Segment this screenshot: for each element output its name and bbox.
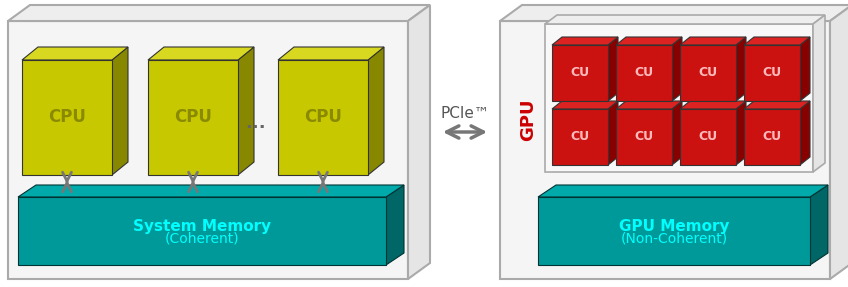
Polygon shape — [545, 24, 813, 172]
Text: CU: CU — [699, 131, 717, 144]
Polygon shape — [672, 37, 682, 101]
Polygon shape — [552, 45, 608, 101]
Polygon shape — [616, 45, 672, 101]
Polygon shape — [672, 101, 682, 165]
Polygon shape — [744, 101, 810, 109]
Polygon shape — [238, 47, 254, 175]
Polygon shape — [744, 37, 810, 45]
Text: CPU: CPU — [48, 108, 86, 127]
Polygon shape — [800, 37, 810, 101]
Polygon shape — [112, 47, 128, 175]
Polygon shape — [800, 101, 810, 165]
Polygon shape — [680, 101, 746, 109]
Text: CU: CU — [634, 67, 654, 79]
Polygon shape — [8, 21, 408, 279]
Polygon shape — [8, 5, 430, 21]
Polygon shape — [680, 109, 736, 165]
Polygon shape — [616, 37, 682, 45]
Text: CPU: CPU — [174, 108, 212, 127]
Text: GPU Memory: GPU Memory — [619, 218, 729, 234]
Polygon shape — [18, 185, 404, 197]
Text: System Memory: System Memory — [133, 218, 271, 234]
Text: CU: CU — [762, 67, 782, 79]
Polygon shape — [680, 37, 746, 45]
Text: CU: CU — [699, 67, 717, 79]
Polygon shape — [744, 45, 800, 101]
Polygon shape — [368, 47, 384, 175]
Polygon shape — [744, 109, 800, 165]
Polygon shape — [552, 101, 618, 109]
Polygon shape — [386, 185, 404, 265]
Text: (Coherent): (Coherent) — [165, 231, 239, 245]
Polygon shape — [608, 101, 618, 165]
Polygon shape — [736, 37, 746, 101]
Polygon shape — [278, 47, 384, 60]
Polygon shape — [500, 5, 848, 21]
Polygon shape — [680, 45, 736, 101]
Text: ...: ... — [245, 113, 265, 131]
Polygon shape — [736, 101, 746, 165]
Polygon shape — [148, 60, 238, 175]
Polygon shape — [18, 197, 386, 265]
Polygon shape — [148, 47, 254, 60]
Polygon shape — [538, 185, 828, 197]
Text: PCIe™: PCIe™ — [440, 106, 489, 121]
Polygon shape — [278, 60, 368, 175]
Text: CU: CU — [634, 131, 654, 144]
Polygon shape — [538, 197, 810, 265]
Polygon shape — [22, 60, 112, 175]
Text: CU: CU — [571, 131, 589, 144]
Text: CU: CU — [762, 131, 782, 144]
Polygon shape — [810, 185, 828, 265]
Polygon shape — [830, 5, 848, 279]
Polygon shape — [552, 37, 618, 45]
Polygon shape — [616, 109, 672, 165]
Polygon shape — [813, 15, 825, 172]
Polygon shape — [552, 109, 608, 165]
Polygon shape — [500, 21, 830, 279]
Text: GPU: GPU — [519, 99, 537, 141]
Polygon shape — [608, 37, 618, 101]
Text: CU: CU — [571, 67, 589, 79]
Polygon shape — [616, 101, 682, 109]
Text: CPU: CPU — [304, 108, 342, 127]
Polygon shape — [408, 5, 430, 279]
Polygon shape — [22, 47, 128, 60]
Text: (Non-Coherent): (Non-Coherent) — [621, 231, 728, 245]
Polygon shape — [545, 15, 825, 24]
